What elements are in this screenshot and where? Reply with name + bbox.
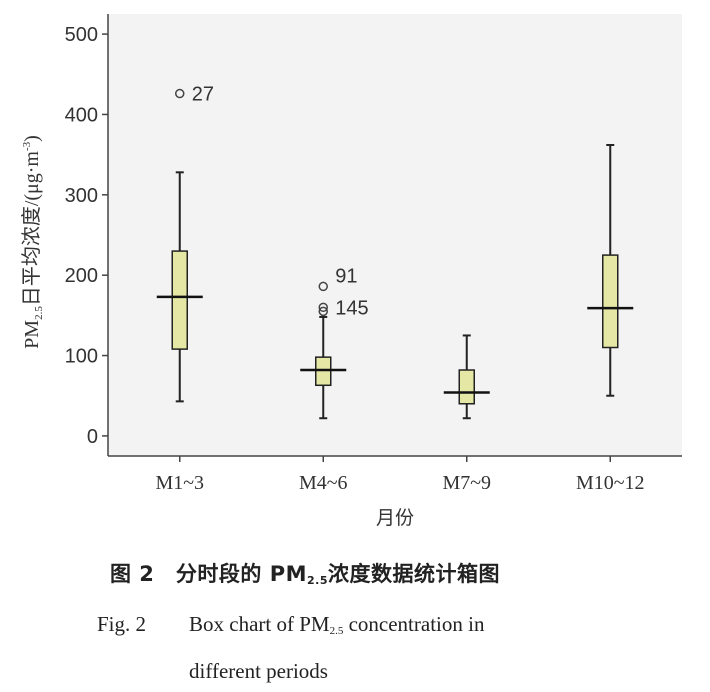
outlier-point [175,88,185,99]
x-axis-label: 月份 [376,507,414,529]
y-tick-label: 0 [87,426,98,448]
chart-area: 0 100 200 300 400 500 M1~3 M4~6 M7~9 M10~12 27 91… [20,14,682,529]
box-body [458,369,475,405]
y-axis: 0 100 200 300 400 500 [65,14,109,456]
caption-en-line2: different periods [189,659,328,683]
y-tick-label: 100 [65,346,98,368]
caption-cn-suffix: 浓度数据统计箱图 [328,562,501,586]
outlier-point [318,302,328,313]
box-body [171,250,188,350]
y-label-end: ) [21,135,43,142]
x-tick-label: M4~6 [299,472,348,494]
y-tick-label: 300 [65,185,98,207]
box-3 [443,334,490,420]
figure-caption-chinese: 图 2 分时段的 PM2.5浓度数据统计箱图 [110,558,710,588]
box-body [602,254,619,349]
outlier-point [318,306,328,317]
x-tick-label: M1~3 [155,472,204,494]
caption-en-sub: 2.5 [329,625,344,637]
y-label-rest: 日平均浓度/(μg·m [20,151,43,307]
box-chart: 0 100 200 300 400 500 M1~3 M4~6 M7~9 M10~12 27 91… [20,14,682,529]
y-label-sub: 2.5 [33,306,45,320]
box-4 [587,143,634,397]
plot-area [108,14,682,456]
outlier-label: 145 [335,297,368,319]
x-tick-label: M10~12 [576,472,645,494]
y-tick-label: 200 [65,265,98,287]
caption-en-number: Fig. 2 [97,612,147,636]
caption-en-line1a: Box chart of PM [189,612,330,636]
y-label-prefix: PM [21,320,43,349]
caption-cn-sub: 2.5 [307,574,329,587]
outlier-label: 91 [335,265,357,287]
x-tick-label: M7~9 [442,472,491,494]
y-axis-label: PM2.5日平均浓度/(μg·m-3) [20,135,45,349]
caption-en-line1b: concentration in [343,612,485,636]
outlier-label: 27 [192,84,214,106]
y-label-sup: -3 [21,141,33,151]
box-1: 27 [156,84,214,403]
caption-cn-prefix: 图 2 分时段的 PM [110,562,308,586]
outlier-point [318,281,328,292]
y-tick-label: 400 [65,104,98,126]
figure-caption-english: Fig. 2 Box chart of PM2.5 concentration i… [97,604,710,691]
y-tick-label: 500 [65,24,98,46]
x-axis: M1~3 M4~6 M7~9 M10~12 [108,455,682,494]
